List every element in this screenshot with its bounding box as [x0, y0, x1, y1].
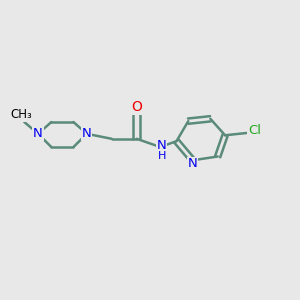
Text: N: N	[188, 157, 198, 170]
Text: CH₃: CH₃	[11, 108, 32, 121]
Text: N: N	[157, 139, 167, 152]
Text: H: H	[158, 151, 166, 161]
Text: Cl: Cl	[248, 124, 261, 137]
Text: N: N	[82, 127, 92, 140]
Text: N: N	[33, 127, 43, 140]
Text: O: O	[131, 100, 142, 114]
